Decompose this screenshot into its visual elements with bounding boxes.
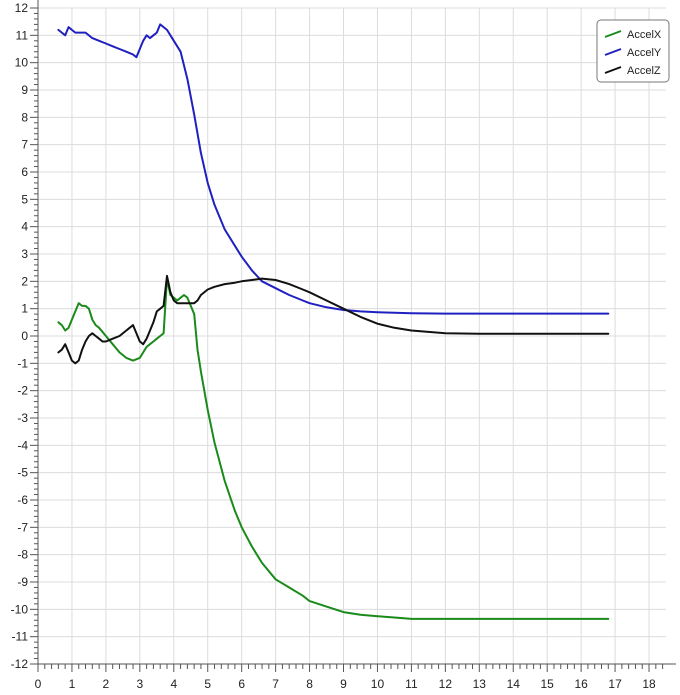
y-tick-label: -2 xyxy=(17,384,28,398)
y-tick-label: -1 xyxy=(17,356,28,370)
y-tick-label: -11 xyxy=(12,630,29,644)
y-tick-label: 8 xyxy=(21,110,28,124)
y-tick-label: 1 xyxy=(21,302,28,316)
legend: AccelX AccelY AccelZ xyxy=(596,19,670,83)
y-tick-label: -9 xyxy=(17,575,28,589)
x-tick-label: 14 xyxy=(507,677,521,691)
x-tick-label: 8 xyxy=(306,677,313,691)
y-tick-label: 2 xyxy=(21,274,28,288)
x-tick-label: 2 xyxy=(103,677,110,691)
y-tick-label: 7 xyxy=(21,138,28,152)
y-tick-label: 12 xyxy=(15,1,29,15)
y-tick-label: 0 xyxy=(21,329,28,343)
x-tick-label: 0 xyxy=(35,677,42,691)
y-tick-label: 11 xyxy=(16,28,29,42)
x-tick-label: 16 xyxy=(574,677,588,691)
x-tick-label: 12 xyxy=(439,677,453,691)
y-tick-label: 4 xyxy=(21,220,28,234)
y-tick-label: -7 xyxy=(17,520,28,534)
y-tick-label: -3 xyxy=(17,411,28,425)
y-tick-label: 6 xyxy=(21,165,28,179)
x-tick-label: 1 xyxy=(69,677,76,691)
series-line-accely xyxy=(57,23,610,315)
y-tick-label: -6 xyxy=(17,493,28,507)
x-tick-label: 18 xyxy=(642,677,656,691)
x-tick-label: 7 xyxy=(272,677,279,691)
y-tick-label: -10 xyxy=(11,602,29,616)
legend-swatch-accelx xyxy=(604,30,622,38)
legend-label-accelx: AccelX xyxy=(627,29,662,41)
y-tick-label: 10 xyxy=(15,56,29,70)
series-line-accelx xyxy=(57,277,610,620)
x-tick-label: 3 xyxy=(136,677,143,691)
x-tick-label: 5 xyxy=(204,677,211,691)
grid xyxy=(37,7,666,665)
x-tick-label: 10 xyxy=(371,677,385,691)
axes xyxy=(30,0,676,672)
y-tick-label: -12 xyxy=(11,657,29,671)
y-tick-label: -4 xyxy=(17,438,28,452)
x-tick-labels: 0 1 2 3 4 5 6 7 8 9 10 11 12 13 14 15 16 17 18 xyxy=(35,677,656,691)
legend-swatch-accelz xyxy=(604,66,622,74)
y-tick-labels: 1211109876543210-1-2-3-4-5-6-7-8-9-10-11… xyxy=(11,1,29,671)
legend-box xyxy=(596,19,670,83)
legend-label-accely: AccelY xyxy=(627,47,662,59)
y-tick-label: -8 xyxy=(17,548,28,562)
legend-swatch-accely xyxy=(604,48,622,56)
x-tick-label: 15 xyxy=(541,677,555,691)
y-tick-label: -5 xyxy=(17,466,28,480)
x-tick-label: 6 xyxy=(238,677,245,691)
y-tick-label: 9 xyxy=(21,83,28,97)
series-line-accelz xyxy=(57,274,610,365)
y-tick-label: 3 xyxy=(21,247,28,261)
x-tick-label: 4 xyxy=(170,677,177,691)
legend-label-accelz: AccelZ xyxy=(627,65,661,77)
x-tick-label: 9 xyxy=(340,677,347,691)
series-lines xyxy=(57,23,610,620)
x-tick-label: 11 xyxy=(405,677,418,691)
x-tick-label: 17 xyxy=(608,677,622,691)
x-tick-label: 13 xyxy=(473,677,487,691)
y-tick-label: 5 xyxy=(21,192,28,206)
